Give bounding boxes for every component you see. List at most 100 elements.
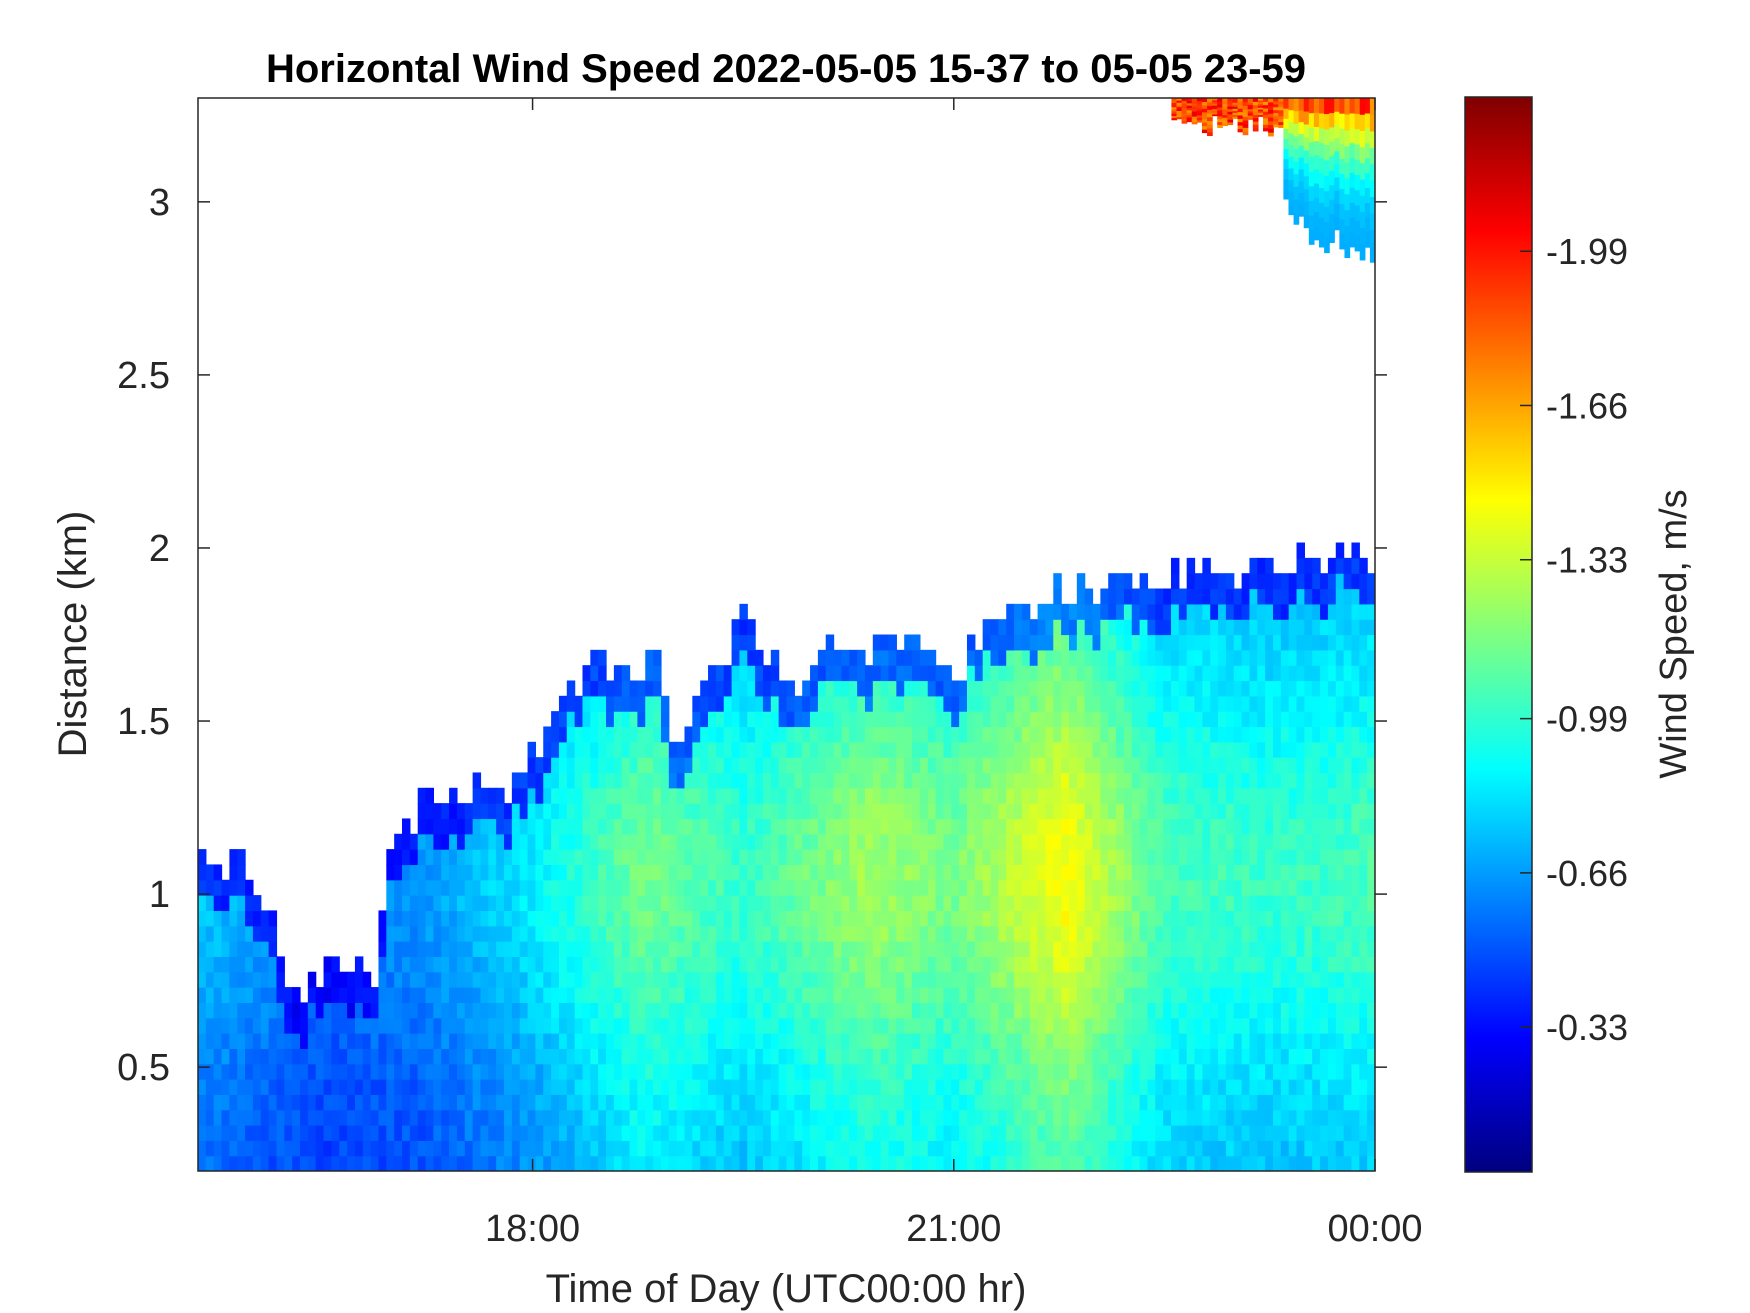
heatmap-cell	[715, 971, 725, 988]
heatmap-cell	[762, 1033, 772, 1049]
heatmap-cell	[959, 803, 968, 820]
heatmap-cell	[1191, 110, 1198, 115]
heatmap-cell	[974, 956, 984, 973]
heatmap-cell	[566, 711, 576, 728]
heatmap-cell	[449, 956, 458, 973]
heatmap-cell	[684, 818, 693, 835]
heatmap-cell	[974, 987, 984, 1003]
heatmap-cell	[1196, 119, 1203, 123]
heatmap-cell	[927, 849, 937, 866]
heatmap-cell	[1241, 941, 1251, 957]
heatmap-cell	[786, 1140, 795, 1157]
heatmap-cell	[762, 849, 772, 866]
heatmap-cell	[1288, 1079, 1298, 1095]
heatmap-cell	[1196, 107, 1203, 111]
heatmap-cell	[1249, 573, 1258, 590]
heatmap-cell	[598, 695, 607, 712]
heatmap-cell	[1312, 1063, 1321, 1080]
heatmap-cell	[1327, 757, 1337, 774]
heatmap-cell	[1265, 971, 1274, 988]
heatmap-cell	[237, 1048, 246, 1065]
heatmap-cell	[708, 910, 717, 927]
heatmap-cell	[825, 1094, 835, 1111]
heatmap-cell	[1029, 1125, 1039, 1141]
heatmap-cell	[668, 833, 678, 850]
heatmap-cell	[237, 849, 246, 866]
heatmap-cell	[715, 1017, 725, 1034]
heatmap-cell	[1037, 864, 1047, 881]
heatmap-cell	[1359, 818, 1368, 835]
heatmap-cell	[990, 1017, 999, 1034]
heatmap-cell	[786, 695, 795, 712]
heatmap-cell	[1343, 1002, 1353, 1019]
heatmap-cell	[1194, 741, 1203, 758]
heatmap-cell	[268, 1094, 278, 1111]
heatmap-cell	[880, 680, 890, 697]
heatmap-cell	[912, 1002, 921, 1019]
heatmap-cell	[802, 741, 811, 758]
heatmap-cell	[1131, 895, 1141, 912]
heatmap-cell	[198, 941, 207, 957]
heatmap-cell	[668, 1140, 678, 1157]
heatmap-cell	[1283, 128, 1290, 139]
heatmap-cell	[637, 895, 646, 912]
heatmap-cell	[1359, 956, 1368, 973]
heatmap-cell	[1218, 603, 1227, 620]
heatmap-cell	[1186, 105, 1193, 109]
heatmap-cell	[1084, 603, 1094, 620]
heatmap-cell	[825, 1079, 835, 1095]
heatmap-cell	[1006, 772, 1015, 789]
heatmap-cell	[841, 711, 850, 728]
heatmap-cell	[1257, 1140, 1266, 1157]
heatmap-cell	[566, 695, 576, 712]
heatmap-cell	[1006, 1094, 1015, 1111]
heatmap-cell	[1201, 129, 1208, 134]
heatmap-cell	[1367, 849, 1375, 866]
heatmap-cell	[1131, 1125, 1141, 1141]
heatmap-cell	[519, 803, 529, 820]
heatmap-cell	[1241, 818, 1251, 835]
heatmap-cell	[778, 895, 788, 912]
heatmap-cell	[880, 1048, 890, 1065]
heatmap-cell	[496, 1063, 505, 1080]
heatmap-cell	[1241, 711, 1251, 728]
heatmap-cell	[770, 757, 780, 774]
heatmap-cell	[857, 1109, 866, 1126]
heatmap-cell	[794, 1033, 803, 1049]
heatmap-cell	[347, 1125, 356, 1141]
heatmap-cell	[1339, 218, 1346, 235]
heatmap-cell	[1155, 634, 1164, 651]
heatmap-cell	[825, 864, 835, 881]
heatmap-cell	[676, 1063, 686, 1080]
heatmap-cell	[872, 1109, 882, 1126]
heatmap-cell	[1029, 619, 1039, 636]
heatmap-cell	[621, 1033, 631, 1049]
heatmap-cell	[943, 1140, 952, 1157]
heatmap-cell	[488, 971, 497, 988]
heatmap-cell	[1288, 573, 1298, 590]
heatmap-cell	[1288, 956, 1298, 973]
heatmap-cell	[213, 1002, 223, 1019]
heatmap-cell	[1225, 1094, 1235, 1111]
heatmap-cell	[966, 649, 976, 666]
heatmap-cell	[1335, 726, 1345, 743]
heatmap-cell	[1298, 109, 1305, 123]
heatmap-cell	[527, 1063, 537, 1080]
heatmap-cell	[1202, 818, 1211, 835]
heatmap-cell	[566, 941, 576, 957]
heatmap-cell	[904, 711, 913, 728]
heatmap-cell	[1343, 910, 1353, 927]
heatmap-cell	[880, 1155, 890, 1171]
heatmap-cell	[1304, 971, 1313, 988]
heatmap-cell	[1210, 879, 1219, 896]
heatmap-cell	[1068, 941, 1078, 957]
heatmap-cell	[1218, 941, 1227, 957]
heatmap-cell	[1296, 849, 1305, 866]
heatmap-cell	[527, 803, 537, 820]
heatmap-cell	[880, 1033, 890, 1049]
heatmap-cell	[1242, 101, 1249, 106]
heatmap-cell	[1232, 108, 1239, 111]
heatmap-cell	[676, 818, 686, 835]
heatmap-cell	[1194, 971, 1203, 988]
heatmap-cell	[590, 833, 599, 850]
